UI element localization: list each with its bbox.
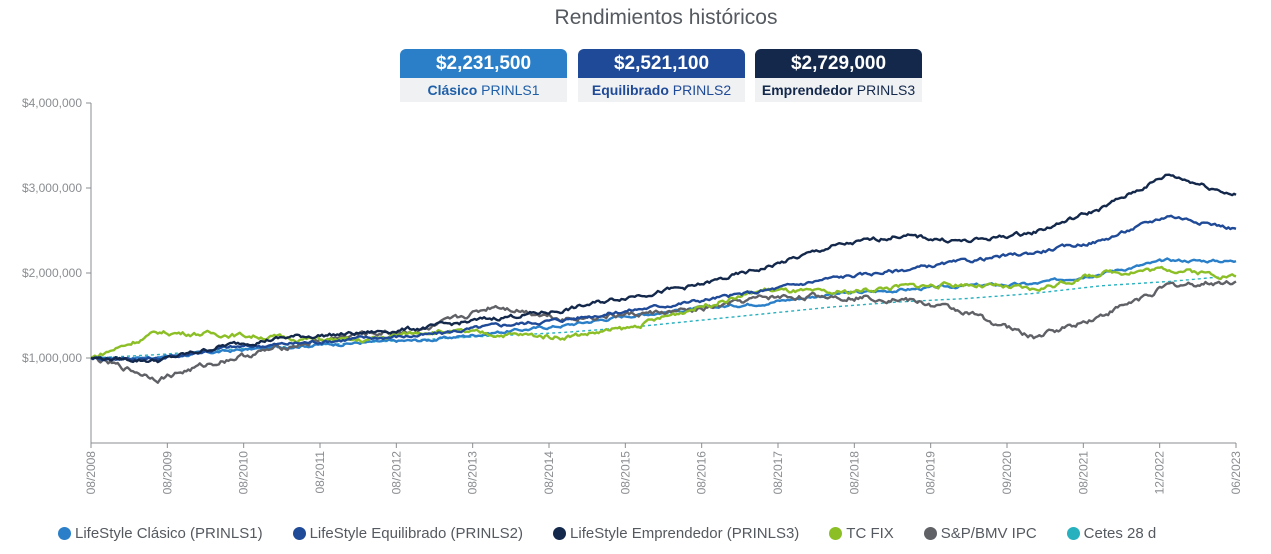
x-tick-label: 08/2018 <box>847 451 861 495</box>
summary-card-emprendedor: $2,729,000 Emprendedor PRINLS3 <box>755 49 922 102</box>
y-tick-label: $4,000,000 <box>22 96 82 110</box>
x-tick-label: 09/2020 <box>1000 451 1014 495</box>
legend-dot-icon <box>553 526 567 540</box>
card-fund-code: PRINLS1 <box>481 82 540 98</box>
x-tick-label: 08/2015 <box>618 451 632 495</box>
x-tick-label: 08/2010 <box>237 451 251 495</box>
x-tick-label: 08/2011 <box>313 451 327 494</box>
x-tick-label: 08/2014 <box>542 451 556 495</box>
y-tick-label: $2,000,000 <box>22 266 82 280</box>
x-tick-label: 08/2012 <box>389 451 403 495</box>
card-label: Equilibrado PRINLS2 <box>578 78 745 102</box>
legend-item: S&P/BMV IPC <box>923 524 1037 542</box>
series-lines <box>90 173 1237 384</box>
legend-label: Cetes 28 d <box>1083 524 1157 542</box>
x-tick-label: 08/2008 <box>84 451 98 495</box>
legend-dot-icon <box>1066 526 1080 540</box>
legend-label: LifeStyle Equilibrado (PRINLS2) <box>309 524 524 542</box>
card-value: $2,729,000 <box>755 49 922 78</box>
y-tick-label: $1,000,000 <box>22 351 82 365</box>
card-label: Clásico PRINLS1 <box>400 78 567 102</box>
legend-item: LifeStyle Emprendedor (PRINLS3) <box>553 525 799 542</box>
legend-label: TC FIX <box>846 524 894 542</box>
y-tick-label: $3,000,000 <box>22 181 82 195</box>
card-fund-name: Emprendedor <box>761 82 853 98</box>
legend-label: LifeStyle Clásico (PRINLS1) <box>75 524 263 542</box>
x-tick-label: 06/2023 <box>1229 451 1243 495</box>
legend: LifeStyle Clásico (PRINLS1) LifeStyle Equ… <box>58 522 1156 544</box>
x-tick-label: 08/2016 <box>695 451 709 495</box>
card-fund-name: Clásico <box>427 82 478 98</box>
card-label: Emprendedor PRINLS3 <box>755 78 922 102</box>
legend-item: LifeStyle Clásico (PRINLS1) <box>58 525 263 542</box>
legend-item: Cetes 28 d <box>1066 524 1157 542</box>
x-tick-label: 08/2017 <box>771 451 785 495</box>
x-tick-label: 08/2013 <box>466 451 480 495</box>
series-line-cetes-28-d <box>90 274 1237 359</box>
x-tick-label: 12/2022 <box>1153 451 1167 495</box>
legend-dot-icon <box>58 526 71 540</box>
legend-dot-icon <box>292 526 306 540</box>
legend-label: S&P/BMV IPC <box>940 524 1037 542</box>
legend-dot-icon <box>923 526 937 540</box>
x-tick-label: 08/2009 <box>160 451 174 495</box>
x-tick-label: 08/2021 <box>1076 451 1090 495</box>
legend-label: LifeStyle Emprendedor (PRINLS3) <box>570 524 800 542</box>
card-value: $2,521,100 <box>578 49 745 78</box>
legend-item: TC FIX <box>829 525 894 542</box>
card-fund-code: PRINLS3 <box>856 82 916 98</box>
card-fund-code: PRINLS2 <box>672 82 732 98</box>
summary-card-clasico: $2,231,500 Clásico PRINLS1 <box>400 49 567 102</box>
axes: $1,000,000 $2,000,000 $3,000,000 $4,000,000… <box>22 96 1243 494</box>
legend-dot-icon <box>829 526 843 540</box>
series-line-s-p-bmv-ipc <box>90 280 1237 384</box>
series-line-lifestyle-emprendedor-prinls3 <box>90 173 1237 364</box>
card-value: $2,231,500 <box>400 49 567 78</box>
series-line-lifestyle-cl-sico-prinls1 <box>90 257 1237 361</box>
summary-card-equilibrado: $2,521,100 Equilibrado PRINLS2 <box>578 49 745 102</box>
card-fund-name: Equilibrado <box>591 82 669 98</box>
legend-item: LifeStyle Equilibrado (PRINLS2) <box>292 524 524 542</box>
series-line-lifestyle-equilibrado-prinls2 <box>90 214 1237 362</box>
x-tick-label: 08/2019 <box>924 451 938 495</box>
chart-title: Rendimientos históricos <box>554 6 778 29</box>
